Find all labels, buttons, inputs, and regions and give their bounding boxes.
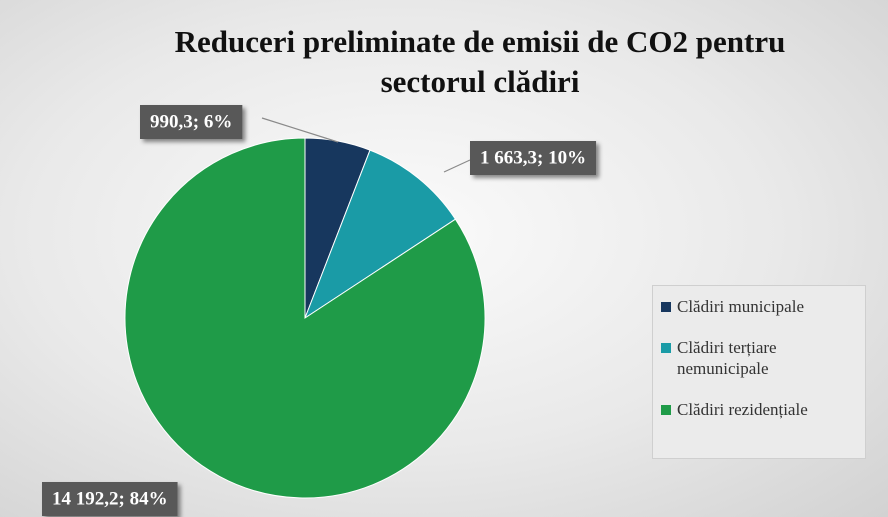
leader-line	[261, 117, 339, 143]
data-label: 990,3; 6%	[140, 105, 243, 139]
data-label: 14 192,2; 84%	[42, 482, 178, 516]
legend-swatch	[661, 343, 671, 353]
data-label-box	[470, 141, 597, 175]
data-label-text: 990,3; 6%	[150, 111, 232, 132]
data-label: 1 663,3; 10%	[470, 141, 597, 175]
data-label-text: 1 663,3; 10%	[480, 147, 586, 168]
pie-slice	[303, 149, 457, 320]
legend-swatch	[661, 302, 671, 312]
data-label-text: 14 192,2; 84%	[52, 488, 168, 509]
legend: Clădiri municipale Clădiri terțiare nemun…	[652, 285, 866, 459]
leader-line	[443, 159, 471, 173]
data-label-box	[42, 482, 178, 516]
legend-item: Clădiri rezidențiale	[661, 399, 857, 420]
pie-slice	[124, 137, 486, 499]
legend-label: Clădiri municipale	[677, 297, 804, 316]
legend-item: Clădiri municipale	[661, 296, 857, 317]
legend-label: Clădiri rezidențiale	[677, 400, 808, 419]
legend-label: Clădiri terțiare nemunicipale	[677, 338, 777, 378]
data-label-box	[140, 105, 243, 139]
chart-title: Reduceri preliminate de emisii de CO2 pe…	[174, 24, 786, 99]
legend-swatch	[661, 405, 671, 415]
legend-item: Clădiri terțiare nemunicipale	[661, 337, 857, 379]
